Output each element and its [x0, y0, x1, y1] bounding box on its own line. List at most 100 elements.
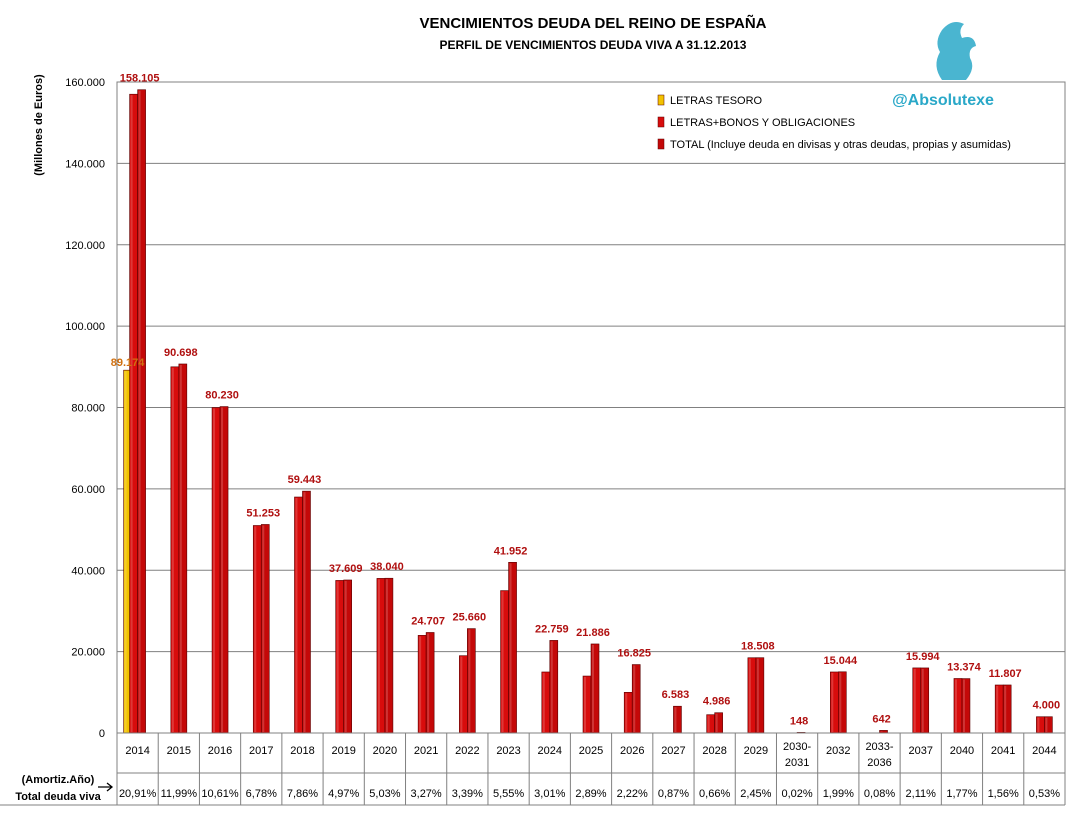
bar-letras-bonos-shine: [996, 685, 999, 732]
category-label: 2040: [950, 745, 974, 757]
category-label: 2032: [826, 745, 850, 757]
legend-label: TOTAL (Incluye deuda en divisas y otras …: [670, 139, 1011, 151]
data-labels: 158.105 90.698 80.230 51.253 59.443 37.609 38.…: [111, 73, 1060, 728]
percentage-label: 4,97%: [328, 788, 359, 800]
category-label: 2029: [744, 745, 768, 757]
percentage-label: 0,53%: [1029, 788, 1060, 800]
bar-letras-bonos-shine: [130, 95, 133, 733]
bar-letras-bonos-shine: [377, 579, 380, 732]
category-label: 2027: [661, 745, 685, 757]
bar-total-shine: [550, 641, 553, 732]
category-label: 2014: [125, 745, 149, 757]
y-tick-label: 120.000: [65, 240, 105, 252]
bar-letras-tesoro-shine: [124, 371, 127, 732]
percentage-label: 10,61%: [201, 788, 239, 800]
category-label: 2030-: [783, 741, 811, 753]
data-label-letras: 89.174: [111, 357, 146, 369]
y-tick-label: 80.000: [71, 403, 105, 415]
data-label: 41.952: [494, 545, 528, 557]
category-label: 2024: [538, 745, 562, 757]
bar-total-shine: [385, 579, 388, 732]
category-label: 2041: [991, 745, 1015, 757]
bar-total-shine: [633, 665, 636, 732]
category-label: 2025: [579, 745, 603, 757]
category-label: 2017: [249, 745, 273, 757]
data-label: 11.807: [989, 668, 1022, 680]
data-label: 16.825: [617, 648, 651, 660]
percentage-label: 1,77%: [946, 788, 977, 800]
bar-letras-bonos-shine: [171, 367, 174, 732]
legend-label: LETRAS+BONOS Y OBLIGACIONES: [670, 117, 855, 129]
data-label: 38.040: [370, 561, 404, 573]
y-tick-label: 140.000: [65, 158, 105, 170]
category-label: 2028: [702, 745, 726, 757]
bar-letras-bonos-shine: [501, 591, 504, 732]
bottom-table: 2014 20,91% 2015 11,99% 2016 10,61% 2017 6,78% 2…: [0, 732, 1066, 806]
y-axis-label: (Millones de Euros): [33, 74, 45, 176]
bar-letras-bonos-shine: [336, 581, 339, 732]
bar-letras-bonos-shine: [831, 672, 834, 732]
data-label: 22.759: [535, 623, 569, 635]
data-label: 18.508: [741, 641, 775, 653]
data-label: 51.253: [246, 507, 280, 519]
data-label: 13.374: [947, 661, 982, 673]
percentage-label: 3,39%: [452, 788, 483, 800]
percentage-label: 5,55%: [493, 788, 524, 800]
y-tick-label: 160.000: [65, 77, 105, 89]
twitter-handle: @Absolutexe: [892, 92, 994, 109]
percentage-label: 7,86%: [287, 788, 318, 800]
category-label: 2033-: [865, 741, 893, 753]
logo-icon: [936, 22, 976, 80]
percentage-label: 2,11%: [906, 788, 937, 800]
bar-letras-bonos-shine: [213, 408, 216, 732]
category-label: 2026: [620, 745, 644, 757]
bar-letras-bonos-shine: [584, 677, 586, 732]
data-label: 15.044: [823, 655, 858, 667]
percentage-label: 1,99%: [823, 788, 854, 800]
data-label: 24.707: [411, 615, 445, 627]
bar-letras-bonos-shine: [707, 715, 710, 732]
data-label: 15.994: [906, 651, 941, 663]
legend: LETRAS TESORO LETRAS+BONOS Y OBLIGACIONES…: [657, 94, 1011, 151]
data-label: 6.583: [662, 689, 690, 701]
y-tick-label: 60.000: [71, 484, 105, 496]
data-label: 80.230: [205, 390, 239, 402]
percentage-label: 2,22%: [617, 788, 648, 800]
y-tick-label: 0: [99, 728, 105, 740]
bar-total-shine: [715, 713, 718, 732]
bar-total-shine: [962, 679, 965, 732]
legend-swatch: [657, 116, 665, 128]
percentage-label: 11,99%: [161, 788, 198, 800]
legend-label: LETRAS TESORO: [670, 95, 763, 107]
data-label: 642: [872, 713, 890, 725]
percentage-label: 6,78%: [246, 788, 277, 800]
percentage-label: 2,89%: [575, 788, 606, 800]
bar-total-shine: [674, 707, 677, 732]
bars: [123, 89, 1053, 734]
bar-letras-bonos-shine: [954, 679, 957, 732]
percentage-label: 0,66%: [699, 788, 730, 800]
category-label: 2036: [867, 757, 891, 769]
y-tick-label: 100.000: [65, 321, 105, 333]
percentage-label: 2,45%: [740, 788, 771, 800]
legend-swatch: [657, 94, 665, 106]
data-label: 148: [790, 715, 808, 727]
bar-total-shine: [880, 731, 883, 732]
bar-total-shine: [1045, 717, 1048, 732]
category-label: 2018: [290, 745, 314, 757]
data-label: 21.886: [576, 627, 610, 639]
data-label: 25.660: [453, 612, 487, 624]
bar-letras-bonos-shine: [254, 526, 257, 732]
category-label: 2020: [373, 745, 397, 757]
y-ticks: 0 20.000 40.000 60.000 80.000 100.000 120.000 1…: [65, 77, 105, 740]
category-label: 2037: [908, 745, 932, 757]
bar-total-shine: [592, 644, 594, 732]
category-label: 2019: [331, 745, 355, 757]
data-label: 59.443: [288, 474, 322, 486]
legend-swatch: [657, 138, 665, 150]
chart-title: VENCIMIENTOS DEUDA DEL REINO DE ESPAÑA: [420, 14, 767, 32]
bar-total-shine: [303, 492, 306, 732]
bar-letras-bonos-shine: [419, 636, 422, 732]
arrow-icon: [98, 782, 114, 792]
